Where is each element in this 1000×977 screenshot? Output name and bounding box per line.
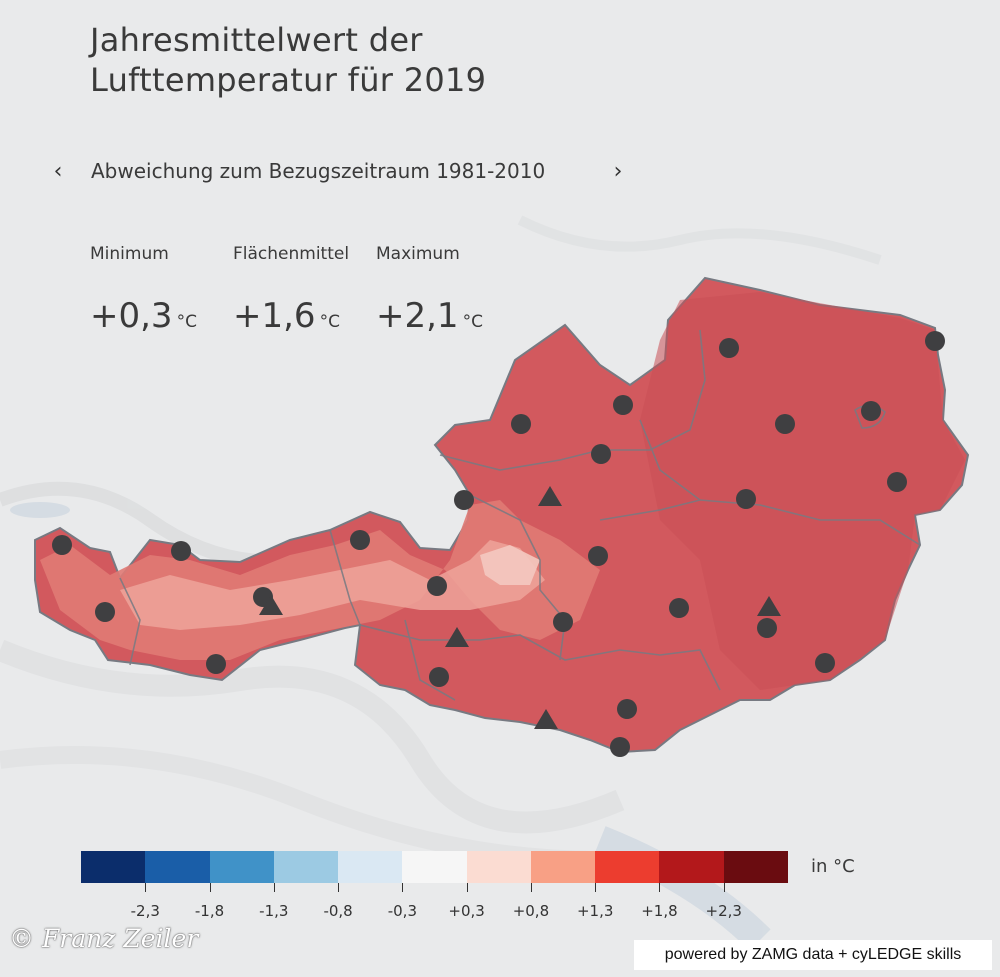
legend-tick — [209, 883, 211, 892]
stat-maximum: Maximum +2,1 °C — [376, 244, 483, 336]
legend-tick — [338, 883, 340, 892]
stat-area-mean-value: +1,6 — [233, 296, 316, 336]
legend-swatch — [81, 851, 146, 883]
legend-tick — [595, 883, 597, 892]
stat-maximum-value: +2,1 — [376, 296, 459, 336]
previous-arrow-button[interactable]: ‹ — [53, 159, 63, 184]
station-circle-icon[interactable] — [887, 472, 907, 492]
legend-tick-label: -0,8 — [323, 902, 353, 920]
stat-maximum-value-group: +2,1 °C — [376, 296, 483, 336]
color-legend-bar — [81, 851, 788, 883]
station-circle-icon[interactable] — [775, 414, 795, 434]
legend-swatch — [466, 851, 531, 883]
stat-minimum-unit: °C — [176, 312, 197, 332]
station-circle-icon[interactable] — [757, 618, 777, 638]
stat-minimum: Minimum +0,3 °C — [90, 244, 197, 336]
station-circle-icon[interactable] — [429, 667, 449, 687]
stat-minimum-value-group: +0,3 °C — [90, 296, 197, 336]
legend-swatch — [402, 851, 467, 883]
legend-tick — [659, 883, 661, 892]
legend-swatch — [723, 851, 788, 883]
mountain-station-triangle-icon[interactable] — [445, 627, 469, 647]
station-circle-icon[interactable] — [171, 541, 191, 561]
station-circle-icon[interactable] — [617, 699, 637, 719]
stat-maximum-label: Maximum — [376, 244, 460, 264]
alpine-peaks — [480, 545, 540, 585]
mountain-station-triangle-icon[interactable] — [757, 596, 781, 616]
legend-tick — [530, 883, 532, 892]
station-circle-icon[interactable] — [669, 598, 689, 618]
legend-tick — [723, 883, 725, 892]
station-markers — [52, 331, 945, 757]
legend-tick-label: +0,3 — [448, 902, 485, 920]
station-circle-icon[interactable] — [719, 338, 739, 358]
station-circle-icon[interactable] — [553, 612, 573, 632]
station-circle-icon[interactable] — [610, 737, 630, 757]
station-circle-icon[interactable] — [454, 490, 474, 510]
legend-tick — [466, 883, 468, 892]
legend-swatch — [338, 851, 403, 883]
station-circle-icon[interactable] — [861, 401, 881, 421]
legend-tick-label: +0,8 — [512, 902, 550, 920]
map-title: Jahresmittelwert der Lufttemperatur für … — [90, 20, 486, 100]
austria-map — [34, 276, 970, 754]
mountain-station-triangle-icon[interactable] — [259, 595, 283, 615]
legend-tick-label: +1,8 — [641, 902, 678, 920]
legend-swatch — [530, 851, 596, 883]
station-circle-icon[interactable] — [350, 530, 370, 550]
lowland-warm-zone — [640, 292, 965, 690]
stat-area-mean-label: Flächenmittel — [233, 244, 350, 264]
station-circle-icon[interactable] — [511, 414, 531, 434]
legend-tick-label: -2,3 — [130, 902, 160, 920]
station-circle-icon[interactable] — [427, 576, 447, 596]
powered-by-attribution: powered by ZAMG data + cyLEDGE skills — [634, 940, 992, 970]
stat-area-mean: Flächenmittel +1,6 °C — [233, 244, 350, 336]
legend-tick-label: -1,8 — [194, 902, 225, 920]
mountain-station-triangle-icon[interactable] — [534, 709, 558, 729]
alpine-zone-high — [120, 540, 545, 630]
station-circle-icon[interactable] — [815, 653, 835, 673]
station-circle-icon[interactable] — [95, 602, 115, 622]
stat-area-mean-unit: °C — [319, 312, 340, 332]
station-circle-icon[interactable] — [52, 535, 72, 555]
legend-tick-label: -0,3 — [387, 902, 417, 920]
stat-minimum-value: +0,3 — [90, 296, 173, 336]
stat-maximum-unit: °C — [462, 312, 483, 332]
station-circle-icon[interactable] — [591, 444, 611, 464]
stat-minimum-label: Minimum — [90, 244, 169, 264]
legend-swatch — [209, 851, 274, 883]
legend-tick — [145, 883, 147, 892]
legend-swatch — [273, 851, 339, 883]
map-title-line-2: Lufttemperatur für 2019 — [90, 61, 487, 99]
station-circle-icon[interactable] — [588, 546, 608, 566]
legend-tick — [273, 883, 275, 892]
legend-tick-label: +2,3 — [705, 902, 742, 920]
legend-tick-label: -1,3 — [259, 902, 289, 920]
legend-tick — [402, 883, 404, 892]
next-arrow-button[interactable]: › — [613, 159, 623, 184]
reference-period-subtitle: Abweichung zum Bezugszeitraum 1981-2010 — [91, 159, 546, 183]
legend-unit-label: in °C — [811, 856, 855, 877]
stat-area-mean-value-group: +1,6 °C — [233, 296, 340, 336]
photographer-credit: © Franz Zeiler — [9, 924, 199, 953]
station-circle-icon[interactable] — [736, 489, 756, 509]
legend-tick-label: +1,3 — [576, 902, 614, 920]
legend-swatch — [595, 851, 660, 883]
station-circle-icon[interactable] — [925, 331, 945, 351]
mountain-station-triangle-icon[interactable] — [538, 486, 562, 506]
map-title-line-1: Jahresmittelwert der — [90, 21, 423, 59]
station-circle-icon[interactable] — [206, 654, 226, 674]
legend-swatch — [145, 851, 210, 883]
station-circle-icon[interactable] — [613, 395, 633, 415]
legend-swatch — [659, 851, 724, 883]
